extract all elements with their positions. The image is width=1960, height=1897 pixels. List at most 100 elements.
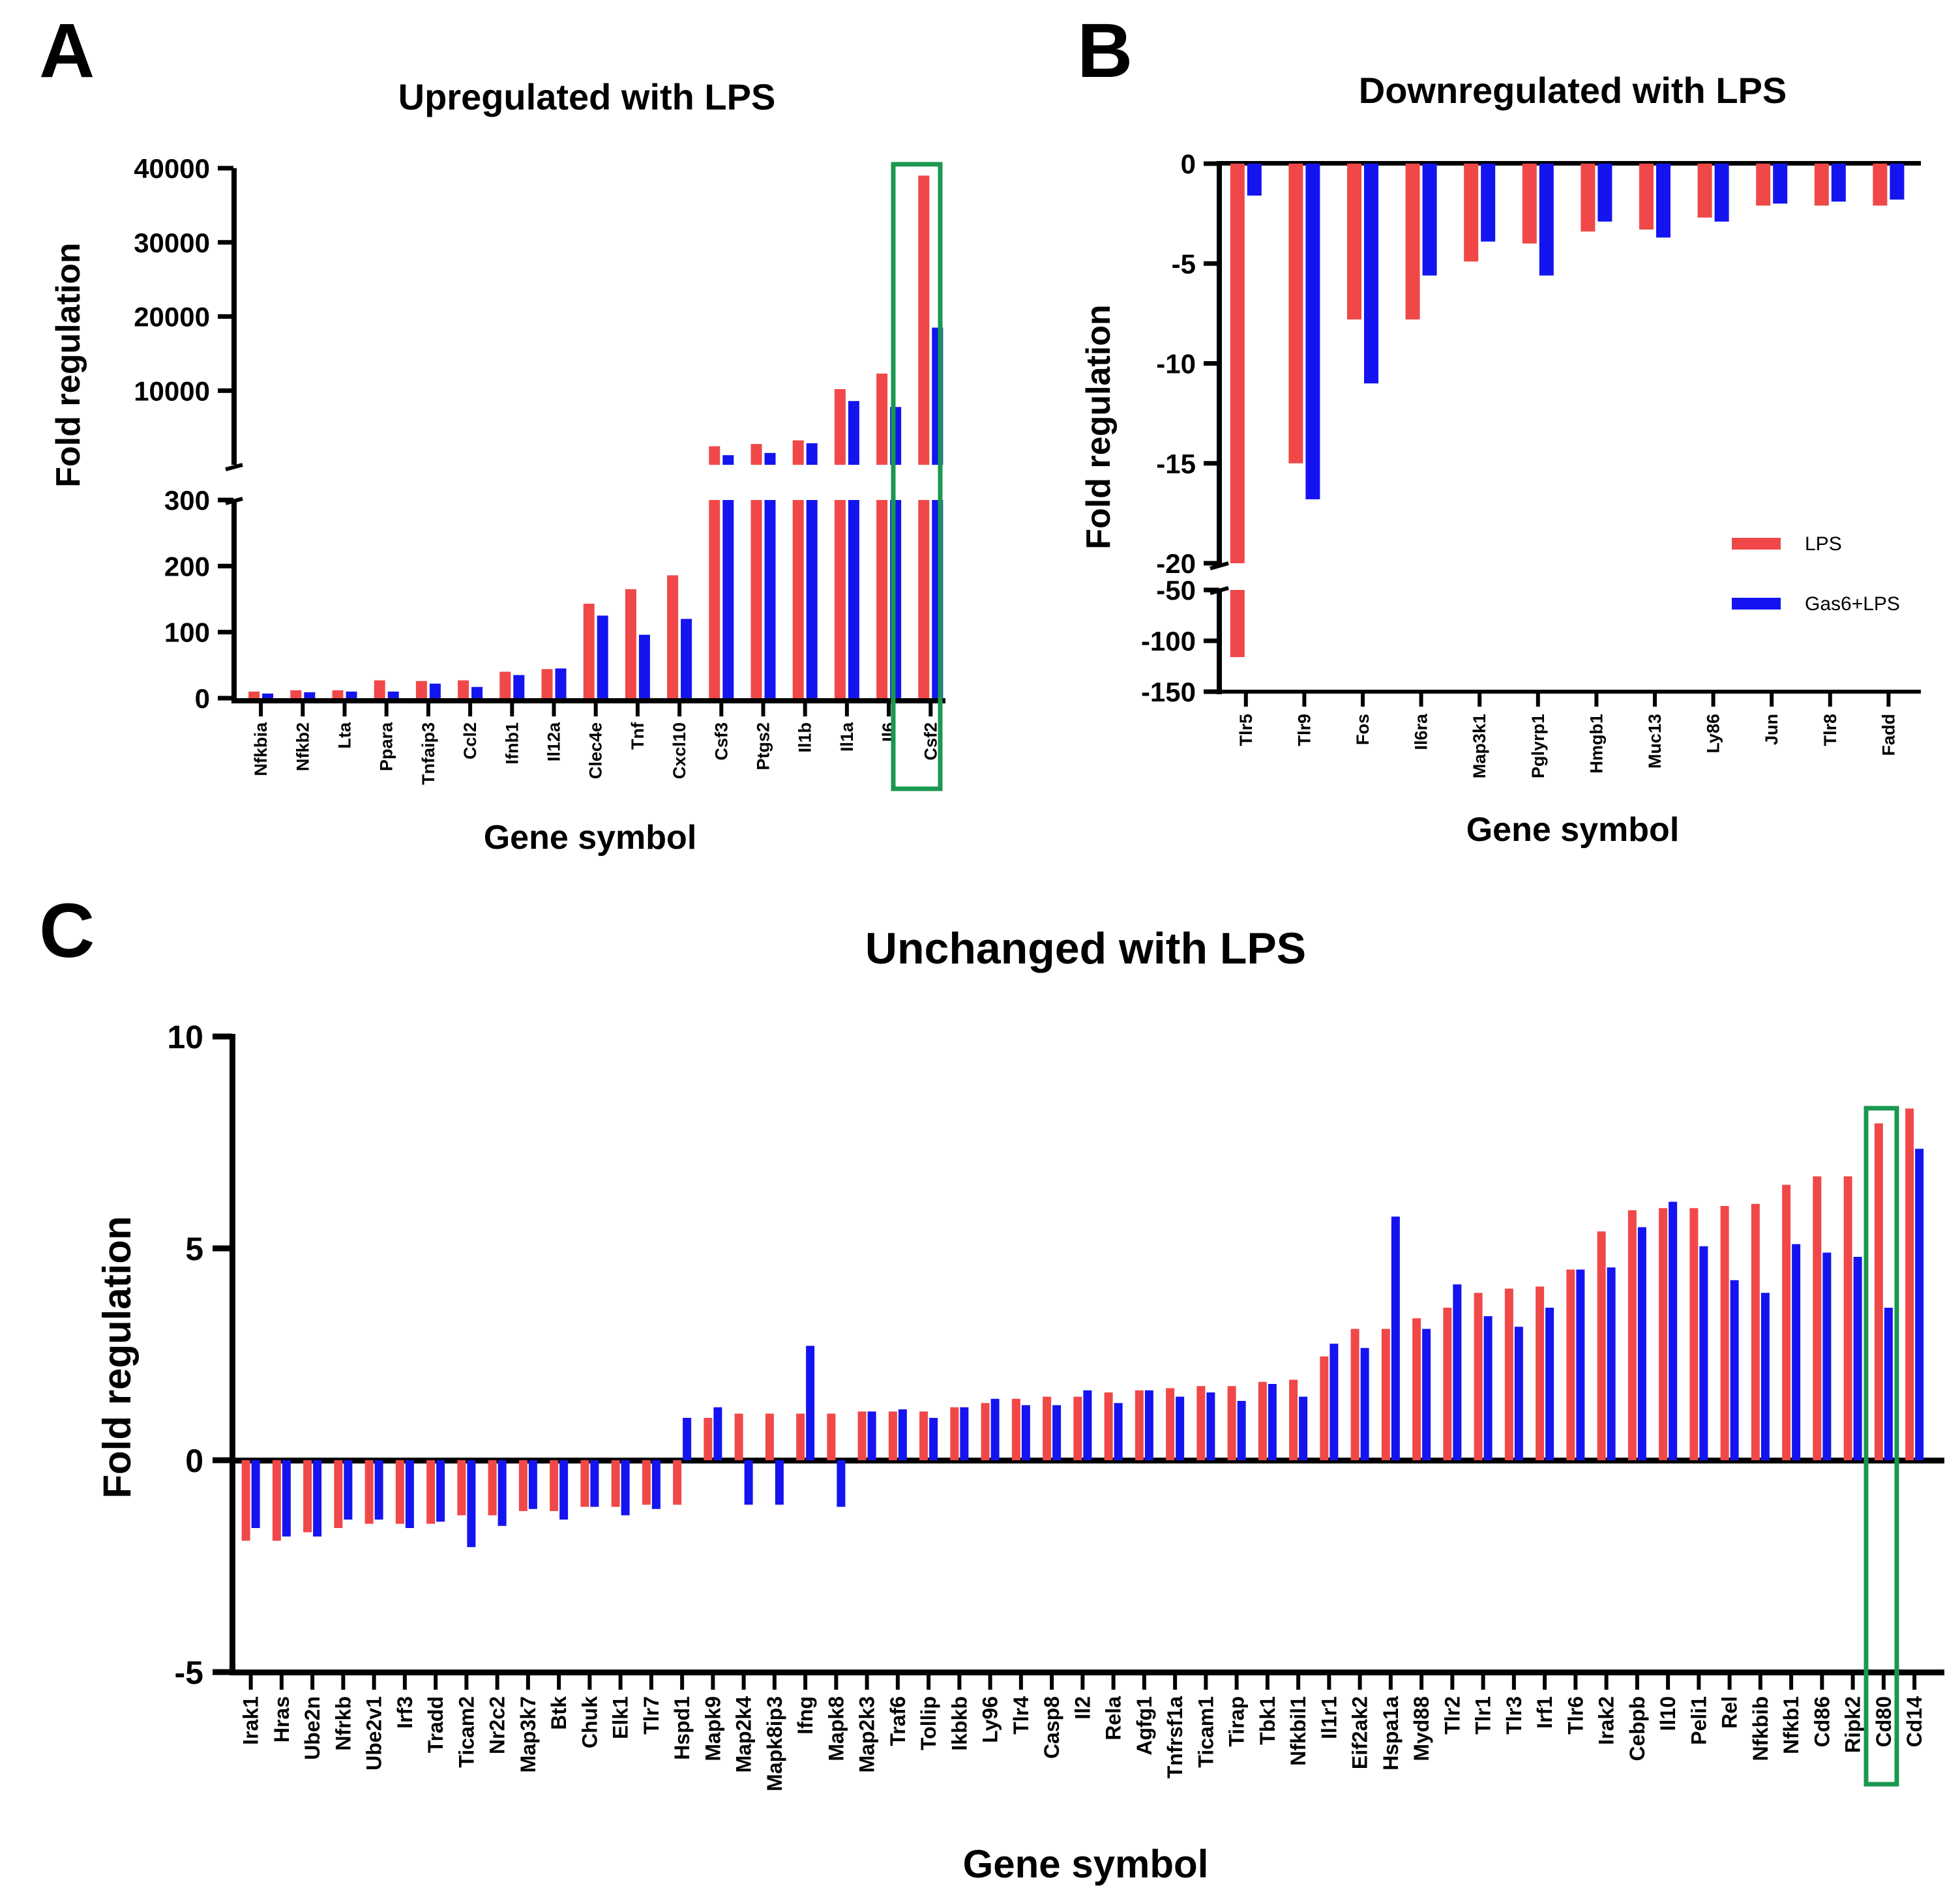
panel-c-xtick-mark <box>1481 1675 1485 1690</box>
panel-a-bar-gas6-lps-ptgs2-lower <box>764 500 776 698</box>
panel-b-legend: LPS Gas6+LPS <box>1732 533 1900 615</box>
panel-c-bar-gas6-lps-ube2n <box>313 1460 322 1537</box>
panel-c-bar-gas6-lps-tradd <box>436 1460 445 1522</box>
panel-a-ytick-mark <box>218 314 233 319</box>
panel-a-y-axis-lower <box>231 500 237 703</box>
panel-c-ytick-mark <box>213 1457 232 1463</box>
panel-c-xtick-mark <box>1727 1675 1732 1690</box>
panel-c-bar-lps-mapk8ip3 <box>765 1413 774 1460</box>
panel-b-bar-gas6-lps-tlr9 <box>1305 164 1320 499</box>
panel-c-xtick-mark <box>279 1675 284 1690</box>
panel-c-bar-gas6-lps-mapk8ip3 <box>775 1460 784 1505</box>
panel-c-xtick-mark <box>1604 1675 1609 1690</box>
panel-c-bar-lps-tlr6 <box>1566 1269 1575 1460</box>
panel-c-xtick-label-tlr2: Tlr2 <box>1440 1696 1464 1735</box>
panel-a-bar-gas6-lps-tnf <box>638 634 650 698</box>
panel-c-bar-gas6-lps-elk1 <box>621 1460 630 1516</box>
panel-b-bar-lps-map3k1 <box>1464 164 1479 262</box>
panel-c-bar-gas6-lps-tnfrsf1a <box>1176 1396 1185 1460</box>
panel-c-bar-lps-map2k3 <box>857 1411 867 1460</box>
panel-b-bar-gas6-lps-ly86 <box>1714 164 1729 222</box>
panel-c-bar-lps-irf3 <box>395 1460 404 1524</box>
panel-c-bar-lps-ly96 <box>981 1403 990 1460</box>
panel-c-xtick-label-agfg1: Agfg1 <box>1133 1696 1156 1756</box>
panel-c-xtick-label-il2: Il2 <box>1071 1696 1094 1720</box>
panel-a-bar-lps-il6-lower <box>876 500 888 698</box>
panel-a-ytick-label: 40000 <box>134 153 210 184</box>
panel-a-bar-lps-lta <box>332 690 344 698</box>
panel-c-bar-gas6-lps-il10 <box>1669 1201 1678 1460</box>
panel-c-bar-gas6-lps-ifng <box>806 1346 815 1460</box>
panel-c-x-ticks: Irak1 Hras Ube2n Nfrkb Ube2v1 Irf3 Tradd Ticam2… <box>239 1675 1926 1791</box>
panel-c-xtick-mark <box>1234 1675 1239 1690</box>
panel-a-xtick-label-csf3: Csf3 <box>711 722 731 761</box>
panel-a-bar-gas6-lps-il1a-lower <box>848 500 859 698</box>
panel-a-ytick-label: 10000 <box>134 375 210 406</box>
panel-c-bar-lps-nfrkb <box>334 1460 343 1528</box>
panel-c-bar-lps-cd80 <box>1874 1123 1883 1460</box>
legend-lps-label: LPS <box>1805 533 1842 555</box>
panel-a-xtick-mark <box>803 703 807 716</box>
panel-a-xtick-label-clec4e: Clec4e <box>586 722 606 779</box>
panel-b-bar-gas6-lps-muc13 <box>1656 164 1670 238</box>
panel-c-bar-gas6-lps-tlr6 <box>1576 1269 1585 1460</box>
panel-c-bar-gas6-lps-map3k7 <box>528 1460 537 1509</box>
panel-c-bar-lps-irak2 <box>1597 1231 1606 1460</box>
panel-c-bar-lps-cebpb <box>1627 1210 1637 1460</box>
panel-c-xtick-label-mapk8ip3: Mapk8ip3 <box>763 1696 786 1791</box>
panel-c-bar-lps-map3k7 <box>518 1460 527 1511</box>
panel-c-xtick-mark <box>464 1675 469 1690</box>
panel-c-bar-gas6-lps-irak2 <box>1607 1267 1616 1460</box>
panel-c-bar-gas6-lps-ikbkb <box>960 1407 969 1460</box>
panel-c-bar-gas6-lps-tbk1 <box>1268 1384 1277 1460</box>
panel-c-bar-lps-il1r1 <box>1320 1356 1329 1460</box>
panel-b-xtick-label-pglyrp1: Pglyrp1 <box>1528 714 1548 778</box>
panel-a-xtick-mark <box>342 703 347 716</box>
panel-a-bar-lps-il6-upper <box>876 374 888 465</box>
panel-b-y-axis-label: Fold regulation <box>1080 304 1118 550</box>
panel-c-xtick-mark <box>1666 1675 1670 1690</box>
panel-b-xtick-mark <box>1419 694 1423 707</box>
panel-a-bar-lps-ccl2 <box>458 680 469 698</box>
panel-a-ytick-mark <box>218 563 233 568</box>
panel-c-bar-lps-tradd <box>426 1460 436 1524</box>
panel-b-y-ticks: 0 -5 -10 -15 -20-50 -100 -150 <box>1141 149 1219 707</box>
panel-c-bar-gas6-lps-mapk8 <box>837 1460 846 1507</box>
panel-c-bar-gas6-lps-map2k4 <box>744 1460 753 1505</box>
panel-a-bar-gas6-lps-csf3-lower <box>722 500 734 698</box>
panel-a-xtick-mark <box>887 703 891 716</box>
panel-a-bar-lps-ppara <box>374 680 385 698</box>
panel-a-bar-gas6-lps-ppara <box>387 691 399 698</box>
panel-a-xtick-label-il1b: Il1b <box>795 722 815 753</box>
panel-a-letter: A <box>39 8 95 94</box>
panel-a-bar-lps-ifnb1 <box>499 671 511 698</box>
panel-c-xtick-mark <box>526 1675 530 1690</box>
panel-c-bar-gas6-lps-cd14 <box>1915 1149 1924 1460</box>
panel-c-xtick-label-map2k4: Map2k4 <box>732 1696 756 1773</box>
panel-b-xtick-mark <box>1828 694 1832 707</box>
panel-c-xtick-label-ly96: Ly96 <box>979 1696 1002 1743</box>
panel-c-xtick-label-rel: Rel <box>1718 1696 1742 1729</box>
panel-b-ytick-mark <box>1204 587 1219 593</box>
panel-a-x-ticks: Nfkbia Nfkb2 Lta Ppara Tnfaip3 Ccl2 Ifnb1 Il12a… <box>251 703 940 785</box>
panel-c-bar-gas6-lps-nfkb1 <box>1792 1244 1801 1460</box>
panel-c-bar-lps-il10 <box>1659 1208 1668 1460</box>
panel-c-bar-lps-rela <box>1104 1392 1113 1460</box>
panel-c-xtick-mark <box>310 1675 315 1690</box>
panel-c-xtick-mark <box>988 1675 992 1690</box>
panel-c-bar-gas6-lps-tlr7 <box>651 1460 661 1509</box>
panel-a-bar-gas6-lps-ptgs2-upper <box>764 452 776 465</box>
panel-c-xtick-label-ticam2: Ticam2 <box>454 1696 478 1768</box>
panel-c-xtick-label-ripk2: Ripk2 <box>1841 1696 1865 1753</box>
panel-c-bar-gas6-lps-peli1 <box>1699 1246 1708 1460</box>
panel-c-xtick-mark <box>587 1675 592 1690</box>
panel-b-bar-lps-hmgb1 <box>1581 164 1596 232</box>
panel-c-ytick-mark <box>213 1669 232 1675</box>
panel-c-bar-lps-agfg1 <box>1135 1390 1144 1460</box>
panel-b-axis-break-mark-top <box>1210 561 1229 570</box>
panel-c-bar-lps-ikbkb <box>950 1407 959 1460</box>
panel-c-xtick-mark <box>927 1675 931 1690</box>
panel-b-ytick-label: -5 <box>1172 248 1196 279</box>
panel-a-xtick-mark <box>928 703 933 716</box>
panel-c-xtick-label-tirap: Tirap <box>1225 1696 1249 1747</box>
